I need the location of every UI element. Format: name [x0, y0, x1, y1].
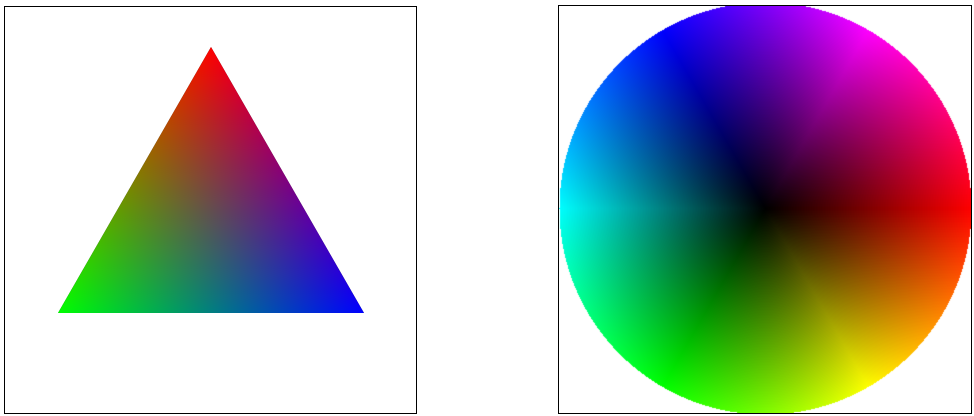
- triangle-canvas[interactable]: [4, 6, 417, 414]
- color-wheel: [559, 6, 971, 413]
- color-wheel-canvas[interactable]: [558, 5, 972, 414]
- blue-vertex-gradient: [58, 47, 364, 313]
- triangle-svg: [58, 47, 364, 313]
